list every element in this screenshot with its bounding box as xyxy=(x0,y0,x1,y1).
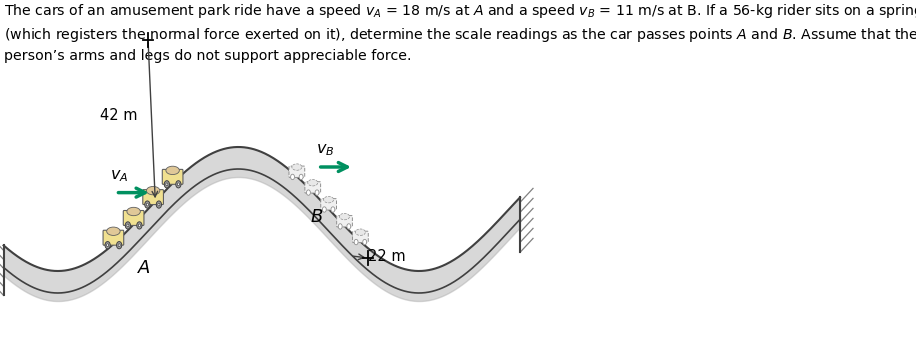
FancyBboxPatch shape xyxy=(124,210,144,225)
Circle shape xyxy=(331,207,335,212)
Circle shape xyxy=(147,203,148,206)
Circle shape xyxy=(363,239,366,245)
Text: 22 m: 22 m xyxy=(368,250,406,264)
Circle shape xyxy=(126,224,129,227)
FancyBboxPatch shape xyxy=(305,182,321,193)
Text: A: A xyxy=(138,259,150,277)
Ellipse shape xyxy=(166,166,180,175)
Circle shape xyxy=(290,174,295,180)
Ellipse shape xyxy=(292,164,302,170)
Text: $v_A$: $v_A$ xyxy=(110,168,128,184)
FancyBboxPatch shape xyxy=(104,230,124,245)
Circle shape xyxy=(176,181,181,188)
Circle shape xyxy=(300,174,303,180)
Circle shape xyxy=(315,190,319,195)
Circle shape xyxy=(118,244,120,247)
Circle shape xyxy=(105,241,110,249)
FancyBboxPatch shape xyxy=(337,216,353,227)
Circle shape xyxy=(106,244,109,247)
Text: The cars of an amusement park ride have a speed $v_A$ = 18 m/s at $A$ and a spee: The cars of an amusement park ride have … xyxy=(4,2,916,63)
FancyBboxPatch shape xyxy=(143,190,163,204)
Circle shape xyxy=(354,239,358,245)
Ellipse shape xyxy=(127,207,140,216)
Circle shape xyxy=(164,181,169,188)
Circle shape xyxy=(145,201,150,208)
Ellipse shape xyxy=(106,227,120,236)
Circle shape xyxy=(338,224,343,229)
Circle shape xyxy=(322,207,326,212)
Ellipse shape xyxy=(340,214,350,220)
Circle shape xyxy=(125,222,130,229)
Text: B: B xyxy=(311,208,323,226)
Ellipse shape xyxy=(308,180,318,186)
Text: $v_B$: $v_B$ xyxy=(316,142,334,158)
FancyBboxPatch shape xyxy=(321,199,336,210)
Ellipse shape xyxy=(147,187,159,195)
Ellipse shape xyxy=(355,229,365,236)
Circle shape xyxy=(157,201,161,208)
Ellipse shape xyxy=(323,196,333,203)
Circle shape xyxy=(136,222,142,229)
FancyBboxPatch shape xyxy=(162,169,183,184)
Circle shape xyxy=(347,224,351,229)
FancyBboxPatch shape xyxy=(289,166,305,177)
FancyBboxPatch shape xyxy=(353,231,368,243)
Circle shape xyxy=(138,224,140,227)
Circle shape xyxy=(166,183,168,186)
Circle shape xyxy=(116,241,122,249)
Text: 42 m: 42 m xyxy=(101,108,138,123)
Circle shape xyxy=(158,203,160,206)
Circle shape xyxy=(178,183,180,186)
Circle shape xyxy=(307,190,311,195)
